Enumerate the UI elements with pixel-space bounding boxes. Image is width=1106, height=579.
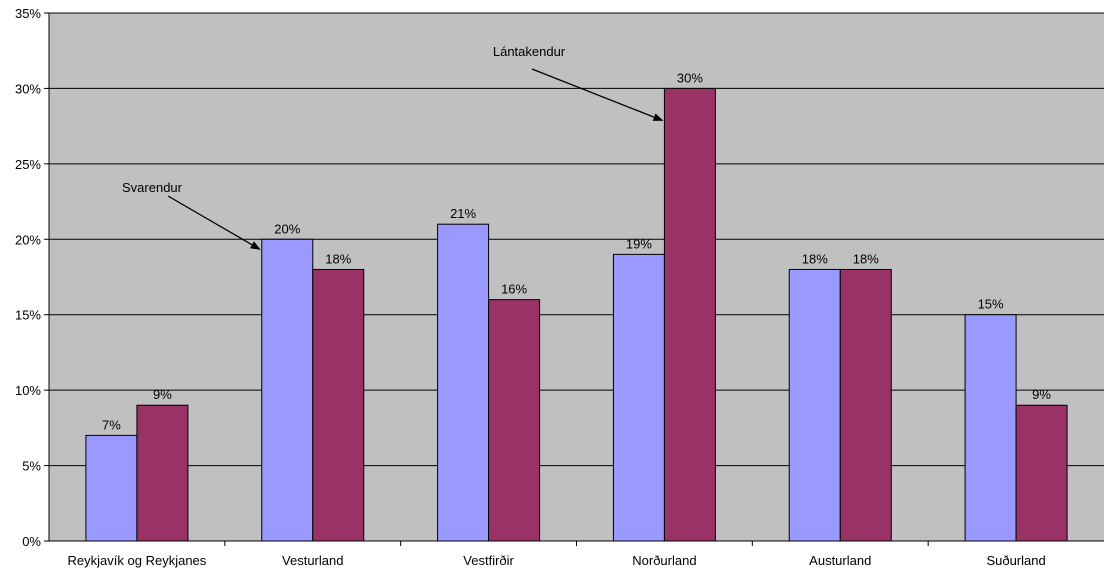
- bar: [839, 268, 892, 542]
- bar: [488, 299, 541, 542]
- annotation-label: Lántakendur: [493, 44, 566, 59]
- bar: [312, 268, 365, 542]
- data-label: 19%: [626, 236, 652, 251]
- y-tick-label: 35%: [15, 6, 41, 21]
- annotation-arrow: [167, 195, 261, 250]
- x-tick-label: Vesturland: [282, 553, 343, 568]
- annotation-label: Svarendur: [122, 180, 183, 195]
- bar: [788, 268, 841, 542]
- y-tick-label: 25%: [15, 157, 41, 172]
- x-tick-label: Suðurland: [986, 553, 1045, 568]
- bar: [261, 238, 314, 542]
- bar: [964, 314, 1017, 542]
- x-tick-label: Reykjavík og Reykjanes: [68, 553, 207, 568]
- y-tick-label: 30%: [15, 81, 41, 96]
- data-label: 20%: [274, 221, 300, 236]
- x-tick-label: Norðurland: [632, 553, 696, 568]
- y-tick-label: 5%: [22, 459, 41, 474]
- y-tick-label: 10%: [15, 383, 41, 398]
- bar: [663, 87, 716, 542]
- bar: [136, 404, 189, 542]
- plot-area: [49, 13, 1104, 541]
- data-label: 9%: [1032, 387, 1051, 402]
- data-label: 9%: [153, 387, 172, 402]
- data-label: 7%: [102, 417, 121, 432]
- y-tick-label: 0%: [22, 534, 41, 549]
- data-label: 21%: [450, 206, 476, 221]
- bar: [1015, 404, 1068, 542]
- annotation-arrow: [531, 68, 664, 122]
- x-tick-label: Vestfirðir: [463, 553, 514, 568]
- data-label: 15%: [978, 297, 1004, 312]
- data-label: 18%: [802, 251, 828, 266]
- data-label: 16%: [501, 282, 527, 297]
- data-label: 30%: [677, 70, 703, 85]
- bar: [612, 253, 665, 542]
- y-tick-label: 15%: [15, 308, 41, 323]
- data-label: 18%: [325, 251, 351, 266]
- bar: [85, 434, 138, 542]
- y-tick-label: 20%: [15, 232, 41, 247]
- x-tick-label: Austurland: [809, 553, 871, 568]
- bar: [437, 223, 490, 542]
- data-label: 18%: [853, 251, 879, 266]
